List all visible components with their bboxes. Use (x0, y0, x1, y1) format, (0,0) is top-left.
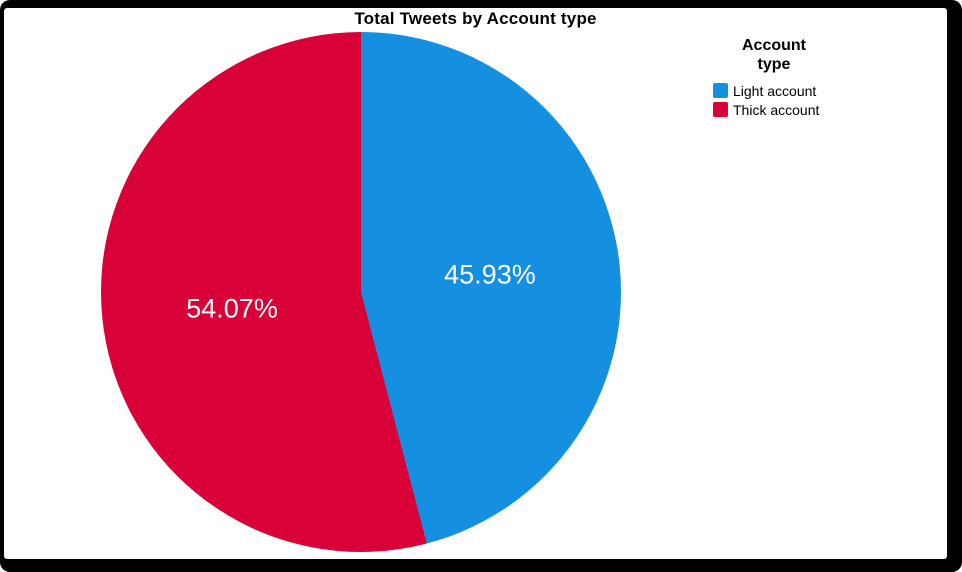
legend-item-thick-account[interactable]: Thick account (704, 100, 844, 119)
legend-label: Light account (733, 82, 817, 99)
legend-item-light-account[interactable]: Light account (704, 81, 844, 100)
slice-label: 45.93% (444, 259, 536, 290)
legend-label: Thick account (733, 101, 820, 118)
chart-title: Total Tweets by Account type (354, 9, 597, 28)
legend-swatch-icon (713, 102, 728, 117)
pie[interactable] (101, 32, 621, 552)
legend: Account type Light account Thick account (704, 36, 844, 119)
legend-title: Account type (742, 37, 806, 73)
legend-swatch-icon (713, 83, 728, 98)
slice-label: 54.07% (186, 293, 278, 324)
legend-items: Light account Thick account (704, 81, 844, 119)
chart-canvas: Total Tweets by Account type 45.93% 54.07… (4, 8, 947, 559)
pie-chart: 45.93% 54.07% (101, 32, 621, 552)
